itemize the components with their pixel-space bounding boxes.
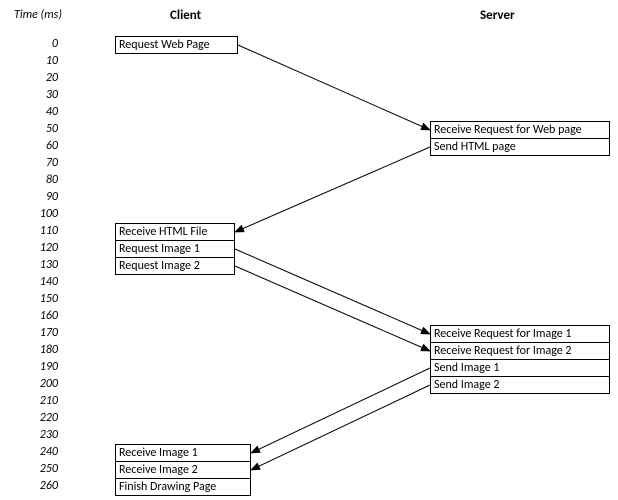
time-tick: 40 bbox=[18, 105, 58, 119]
message-arrow bbox=[251, 385, 430, 470]
event-box: Receive Request for Image 1 bbox=[430, 325, 610, 343]
time-tick: 30 bbox=[18, 88, 58, 102]
event-label: Receive HTML File bbox=[119, 225, 207, 239]
time-tick: 50 bbox=[18, 122, 58, 136]
time-tick: 160 bbox=[18, 309, 58, 323]
time-tick: 150 bbox=[18, 292, 58, 306]
time-tick: 190 bbox=[18, 360, 58, 374]
event-box: Request Image 2 bbox=[115, 257, 235, 275]
time-tick: 70 bbox=[18, 156, 58, 170]
time-tick: 240 bbox=[18, 445, 58, 459]
time-tick: 210 bbox=[18, 394, 58, 408]
event-box: Receive Request for Web page bbox=[430, 121, 610, 139]
event-label: Receive Image 2 bbox=[119, 463, 198, 477]
event-label: Receive Request for Image 2 bbox=[434, 344, 572, 358]
event-label: Receive Request for Image 1 bbox=[434, 327, 572, 341]
time-tick: 130 bbox=[18, 258, 58, 272]
event-box: Receive HTML File bbox=[115, 223, 235, 241]
time-tick: 260 bbox=[18, 479, 58, 493]
time-tick: 100 bbox=[18, 207, 58, 221]
event-label: Receive Image 1 bbox=[119, 446, 198, 460]
time-tick: 0 bbox=[18, 37, 58, 51]
message-arrow bbox=[235, 266, 430, 351]
client-column-header: Client bbox=[170, 8, 201, 23]
event-box: Receive Image 1 bbox=[115, 444, 251, 462]
event-label: Send HTML page bbox=[434, 140, 516, 154]
time-axis-header: Time (ms) bbox=[14, 8, 62, 22]
event-label: Request Image 2 bbox=[119, 259, 200, 273]
time-tick: 110 bbox=[18, 224, 58, 238]
time-tick: 20 bbox=[18, 71, 58, 85]
event-box: Finish Drawing Page bbox=[115, 478, 251, 496]
event-label: Request Image 1 bbox=[119, 242, 200, 256]
time-tick: 10 bbox=[18, 54, 58, 68]
time-tick: 230 bbox=[18, 428, 58, 442]
time-tick: 250 bbox=[18, 462, 58, 476]
event-label: Finish Drawing Page bbox=[119, 480, 216, 494]
time-tick: 120 bbox=[18, 241, 58, 255]
time-tick: 140 bbox=[18, 275, 58, 289]
time-tick: 170 bbox=[18, 326, 58, 340]
event-box: Receive Request for Image 2 bbox=[430, 342, 610, 360]
time-tick: 180 bbox=[18, 343, 58, 357]
message-arrow bbox=[235, 249, 430, 334]
time-tick: 80 bbox=[18, 173, 58, 187]
message-arrow bbox=[235, 147, 430, 232]
event-label: Receive Request for Web page bbox=[434, 123, 582, 137]
event-box: Request Web Page bbox=[115, 36, 238, 54]
time-tick: 60 bbox=[18, 139, 58, 153]
event-box: Send Image 1 bbox=[430, 359, 610, 377]
arrow-layer bbox=[0, 0, 618, 500]
time-tick: 220 bbox=[18, 411, 58, 425]
event-label: Send Image 2 bbox=[434, 378, 499, 392]
event-box: Receive Image 2 bbox=[115, 461, 251, 479]
time-tick: 200 bbox=[18, 377, 58, 391]
event-box: Request Image 1 bbox=[115, 240, 235, 258]
event-box: Send Image 2 bbox=[430, 376, 610, 394]
time-tick: 90 bbox=[18, 190, 58, 204]
message-arrow bbox=[238, 45, 430, 130]
server-column-header: Server bbox=[480, 8, 515, 23]
event-label: Send Image 1 bbox=[434, 361, 499, 375]
message-arrow bbox=[251, 368, 430, 453]
event-box: Send HTML page bbox=[430, 138, 610, 156]
event-label: Request Web Page bbox=[119, 38, 210, 52]
